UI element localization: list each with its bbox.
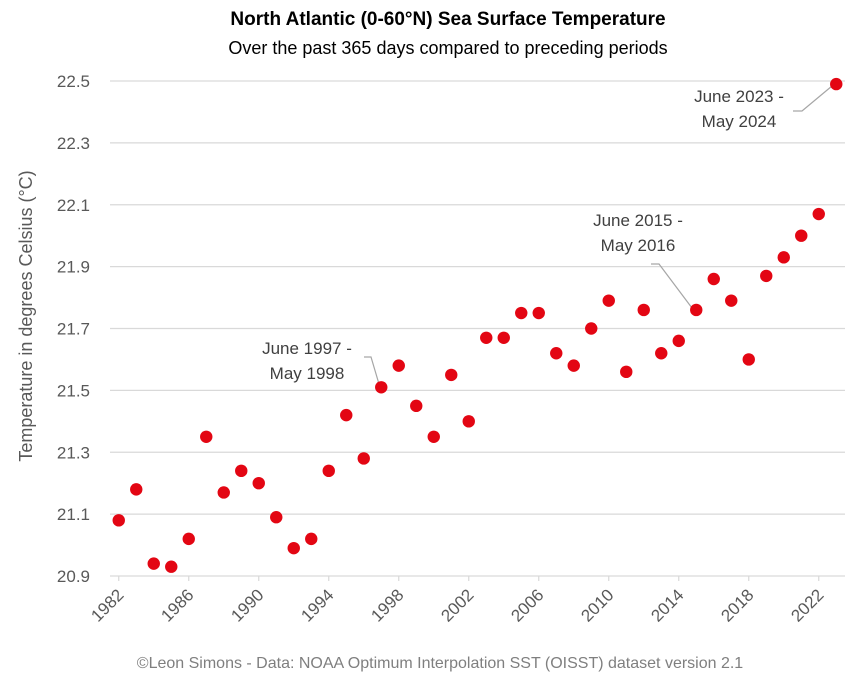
x-axis-ticks: 1982 1986 1990 1994 1998 2002 2006 2010 2014 2018… bbox=[87, 585, 827, 625]
y-tick-label: 21.1 bbox=[57, 505, 90, 524]
x-tick-label: 2010 bbox=[577, 585, 617, 625]
data-point bbox=[637, 303, 650, 317]
data-point bbox=[830, 77, 843, 91]
data-point bbox=[322, 464, 335, 478]
y-tick-label: 21.5 bbox=[57, 381, 90, 400]
data-point bbox=[672, 334, 685, 348]
data-point bbox=[427, 430, 440, 443]
y-tick-label: 21.3 bbox=[57, 443, 90, 462]
x-tick-label: 1990 bbox=[227, 585, 267, 625]
annotation-leaders bbox=[364, 85, 833, 385]
y-tick-label: 21.9 bbox=[57, 258, 90, 277]
data-point bbox=[340, 408, 353, 422]
data-points bbox=[112, 77, 843, 573]
gridlines bbox=[110, 80, 845, 581]
x-tick-label: 2022 bbox=[787, 585, 827, 625]
data-point bbox=[795, 229, 808, 242]
data-point bbox=[550, 347, 563, 360]
data-point bbox=[462, 415, 475, 428]
chart-subtitle: Over the past 365 days compared to prece… bbox=[228, 38, 667, 58]
annotation-label: June 1997 - bbox=[262, 339, 352, 358]
x-tick-label: 1994 bbox=[297, 585, 337, 625]
annotation-label: June 2023 - bbox=[694, 87, 784, 106]
data-point bbox=[217, 486, 230, 499]
y-tick-label: 22.3 bbox=[57, 134, 90, 153]
annotation-label: May 2024 bbox=[702, 112, 777, 131]
data-point bbox=[655, 347, 668, 360]
data-point bbox=[480, 331, 493, 344]
data-point bbox=[287, 541, 300, 555]
data-point bbox=[445, 368, 458, 382]
x-tick-label: 1986 bbox=[157, 585, 197, 625]
data-point bbox=[620, 365, 633, 379]
data-point bbox=[567, 359, 580, 372]
data-point bbox=[707, 272, 720, 286]
data-point bbox=[515, 306, 528, 320]
data-point bbox=[812, 207, 825, 221]
data-point bbox=[777, 251, 790, 264]
data-point bbox=[690, 303, 703, 317]
annotations: June 1997 - May 1998 June 2015 - May 2016 Ju… bbox=[262, 87, 784, 383]
y-tick-label: 22.1 bbox=[57, 196, 90, 215]
data-point bbox=[270, 511, 283, 524]
x-tick-label: 1982 bbox=[87, 585, 127, 625]
y-axis-label: Temperature in degrees Celsius (°C) bbox=[16, 170, 36, 461]
data-point bbox=[742, 353, 755, 366]
data-point bbox=[602, 294, 615, 307]
annotation-leader-line bbox=[364, 356, 380, 385]
data-point bbox=[357, 452, 370, 465]
data-point bbox=[200, 430, 213, 443]
data-point bbox=[497, 331, 510, 344]
y-tick-label: 21.7 bbox=[57, 320, 90, 339]
data-point bbox=[112, 514, 125, 527]
x-tick-label: 1998 bbox=[367, 585, 407, 625]
credit-text: ©Leon Simons - Data: NOAA Optimum Interp… bbox=[137, 655, 744, 672]
data-point bbox=[305, 532, 318, 546]
data-point bbox=[392, 359, 405, 372]
data-point bbox=[147, 557, 160, 570]
data-point bbox=[585, 322, 598, 335]
data-point bbox=[165, 560, 178, 573]
data-point bbox=[532, 306, 545, 320]
data-point bbox=[760, 269, 773, 283]
data-point bbox=[410, 399, 423, 413]
x-tick-label: 2006 bbox=[507, 585, 547, 625]
annotation-label: May 2016 bbox=[601, 236, 676, 255]
y-axis-ticks: 20.9 21.1 21.3 21.5 21.7 21.9 22.1 22.3 22.5 bbox=[57, 72, 90, 586]
annotation-leader-line bbox=[793, 85, 833, 112]
annotation-label: June 2015 - bbox=[593, 211, 683, 230]
y-tick-label: 20.9 bbox=[57, 567, 90, 586]
annotation-leader-line bbox=[651, 263, 693, 309]
chart-title: North Atlantic (0-60°N) Sea Surface Temp… bbox=[230, 9, 665, 30]
data-point bbox=[182, 532, 195, 546]
x-tick-label: 2018 bbox=[717, 585, 757, 625]
data-point bbox=[252, 476, 265, 490]
y-tick-label: 22.5 bbox=[57, 72, 90, 91]
data-point bbox=[375, 381, 388, 394]
data-point bbox=[235, 464, 248, 478]
data-point bbox=[725, 294, 738, 307]
x-tick-label: 2002 bbox=[437, 585, 477, 625]
annotation-label: May 1998 bbox=[270, 364, 345, 383]
x-tick-label: 2014 bbox=[647, 585, 687, 625]
data-point bbox=[130, 483, 143, 496]
